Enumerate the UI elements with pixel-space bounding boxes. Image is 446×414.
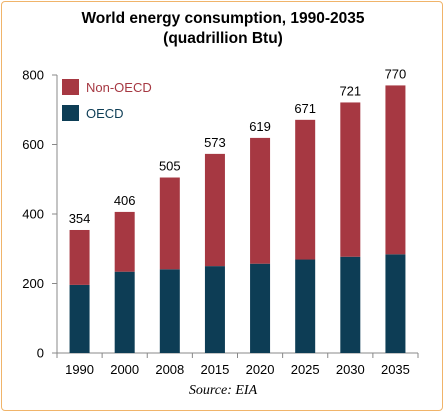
total-label-2020: 619 (249, 119, 271, 134)
total-label-2035: 770 (385, 66, 407, 81)
y-tick-label: 0 (37, 346, 44, 361)
bar-non-oecd-2035 (385, 85, 406, 255)
y-tick-label: 600 (22, 137, 44, 152)
total-labels: 354 406 505 573 619 671 721 770 (69, 66, 407, 226)
chart-subtitle: (quadrillion Btu) (163, 30, 283, 47)
legend-swatch-non-oecd (62, 79, 79, 95)
y-tick-label: 400 (22, 207, 44, 222)
bar-oecd-2000 (114, 271, 135, 353)
y-tick-label: 800 (22, 68, 44, 83)
total-label-2008: 505 (159, 159, 181, 174)
x-ticks: 1990 2000 2008 2015 2020 2025 2030 2035 (56, 353, 419, 377)
legend-swatch-oecd (62, 105, 79, 121)
x-tick-label: 2015 (200, 362, 229, 377)
legend-label-non-oecd: Non-OECD (86, 80, 152, 95)
bar-oecd-2035 (385, 254, 406, 353)
total-label-1990: 354 (69, 211, 91, 226)
source-note: Source: EIA (188, 383, 258, 398)
bar-oecd-2020 (250, 263, 271, 353)
x-tick-label: 2035 (381, 362, 410, 377)
x-tick-label: 2030 (336, 362, 365, 377)
bar-non-oecd-2025 (295, 119, 316, 260)
total-label-2030: 721 (339, 83, 361, 98)
total-label-2015: 573 (204, 135, 226, 150)
bar-non-oecd-2008 (159, 177, 180, 270)
x-tick-label: 2008 (155, 362, 184, 377)
y-tick-label: 200 (22, 276, 44, 291)
bar-oecd-1990 (69, 284, 90, 353)
bar-non-oecd-2000 (114, 211, 135, 272)
total-label-2000: 406 (114, 193, 136, 208)
x-tick-label: 1990 (65, 362, 94, 377)
x-tick-label: 2000 (110, 362, 139, 377)
x-tick-label: 2020 (246, 362, 275, 377)
bar-non-oecd-2030 (340, 102, 361, 257)
bar-non-oecd-2020 (250, 137, 271, 264)
legend-label-oecd: OECD (86, 106, 124, 121)
bar-non-oecd-2015 (204, 153, 225, 267)
total-label-2025: 671 (294, 101, 316, 116)
x-tick-label: 2025 (291, 362, 320, 377)
bar-oecd-2025 (295, 259, 316, 353)
bar-oecd-2008 (159, 269, 180, 353)
bars (69, 85, 406, 353)
bar-non-oecd-1990 (69, 229, 90, 285)
y-ticks: 0 200 400 600 800 (22, 68, 57, 361)
bar-oecd-2030 (340, 256, 361, 353)
legend: Non-OECD OECD (62, 79, 152, 121)
bar-oecd-2015 (204, 266, 225, 353)
chart-title: World energy consumption, 1990-2035 (81, 10, 365, 27)
